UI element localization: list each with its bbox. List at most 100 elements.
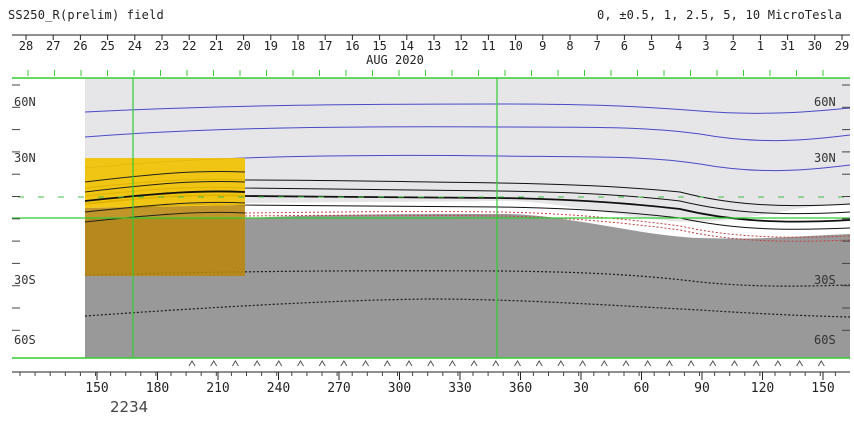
event-marker [665,360,673,367]
event-marker [557,360,565,367]
lat-label-right-30n: 30N [814,151,836,165]
day-label: 21 [209,39,223,53]
highlight-region-yellow [85,158,245,208]
day-label: 25 [100,39,114,53]
day-label: 30 [808,39,822,53]
event-marker [297,360,304,367]
event-marker [600,360,608,367]
day-label: 3 [702,39,709,53]
month-label: AUG 2020 [366,53,424,67]
day-label: 5 [648,39,655,53]
event-marker [774,360,782,367]
contour-line-blue [84,103,851,114]
contour-levels-legend: 0, ±0.5, 1, 2.5, 5, 10 MicroTesla [596,8,842,22]
lon-label: 210 [206,381,229,396]
lon-label: 360 [509,381,532,396]
day-label: 28 [19,39,33,53]
contour-line-red-dotted [244,211,851,238]
day-label: 8 [566,39,573,53]
lon-label: 270 [327,381,350,396]
north-field-region [85,78,850,223]
day-label: 17 [318,39,332,53]
event-marker [318,360,326,367]
event-marker [622,360,630,367]
day-label: 1 [757,39,764,53]
event-marker [231,360,239,367]
lon-label: 240 [267,381,290,396]
event-marker [687,360,695,367]
event-marker [492,360,500,367]
contour-line-dotted [84,270,851,287]
lon-label: 120 [751,381,774,396]
day-label: 13 [427,39,441,53]
day-label: 19 [264,39,278,53]
day-label: 27 [46,39,60,53]
day-label: 23 [155,39,169,53]
day-label: 2 [730,39,737,53]
lat-label-left-60n: 60N [14,95,36,109]
day-label: 18 [291,39,305,53]
day-label: 15 [372,39,386,53]
lat-label-left-60s: 60S [14,333,36,347]
lat-label-right-60s: 60S [814,333,836,347]
event-marker [340,360,348,367]
lat-label-left-30s: 30S [14,273,36,287]
day-label: 20 [236,39,250,53]
event-marker [253,360,261,367]
event-marker [709,360,717,367]
event-marker [448,360,456,367]
event-marker [210,360,218,367]
event-marker [817,360,825,367]
event-marker [579,360,587,367]
day-label: 9 [539,39,546,53]
highlight-region-dark [85,205,245,276]
lon-label: 90 [694,381,710,396]
lon-label: 150 [85,381,108,396]
day-label: 6 [621,39,628,53]
event-marker [535,360,543,367]
event-marker [514,360,521,367]
lon-label: 30 [573,381,589,396]
lat-label-left-30n: 30N [14,151,36,165]
event-marker [362,360,370,367]
day-label: 22 [182,39,196,53]
event-marker [796,360,804,367]
event-marker [644,360,652,367]
event-marker [383,360,391,367]
day-label: 10 [508,39,522,53]
lon-label: 60 [634,381,650,396]
day-label: 29 [835,39,849,53]
day-label: 12 [454,39,468,53]
day-label: 14 [400,39,414,53]
lat-label-right-60n: 60N [814,95,836,109]
map-body [12,70,851,359]
lon-label: 330 [448,381,471,396]
lat-label-right-30s: 30S [814,273,836,287]
map-title: SS250_R(prelim) field [8,8,164,22]
figure-id: 2234 [110,398,149,416]
day-label: 4 [675,39,682,53]
day-label: 16 [345,39,359,53]
day-label: 31 [780,39,794,53]
event-marker [752,360,760,367]
event-marker [470,360,478,367]
lon-label: 150 [811,381,834,396]
latitude-ticks [12,84,850,331]
event-marker [188,360,196,367]
contour-line-dotted [84,298,851,318]
lon-label: 180 [146,381,169,396]
event-marker [405,360,413,367]
day-label: 26 [73,39,87,53]
contour-line-blue [84,126,851,142]
lon-label: 300 [388,381,411,396]
longitude-axis: 150 180 210 240 270 300 330 360 30 60 90 120 150 [12,371,850,396]
south-field-region [85,213,850,358]
top-time-axis: 28 27 26 25 24 23 22 21 20 19 18 17 16 15 14 13 12 11 10 9 8… [12,34,850,67]
day-label: 7 [594,39,601,53]
event-marker [731,360,738,367]
event-marker [275,360,283,367]
contour-line-red-dotted [244,214,851,242]
bottom-markers [188,360,825,367]
day-label: 11 [481,39,495,53]
